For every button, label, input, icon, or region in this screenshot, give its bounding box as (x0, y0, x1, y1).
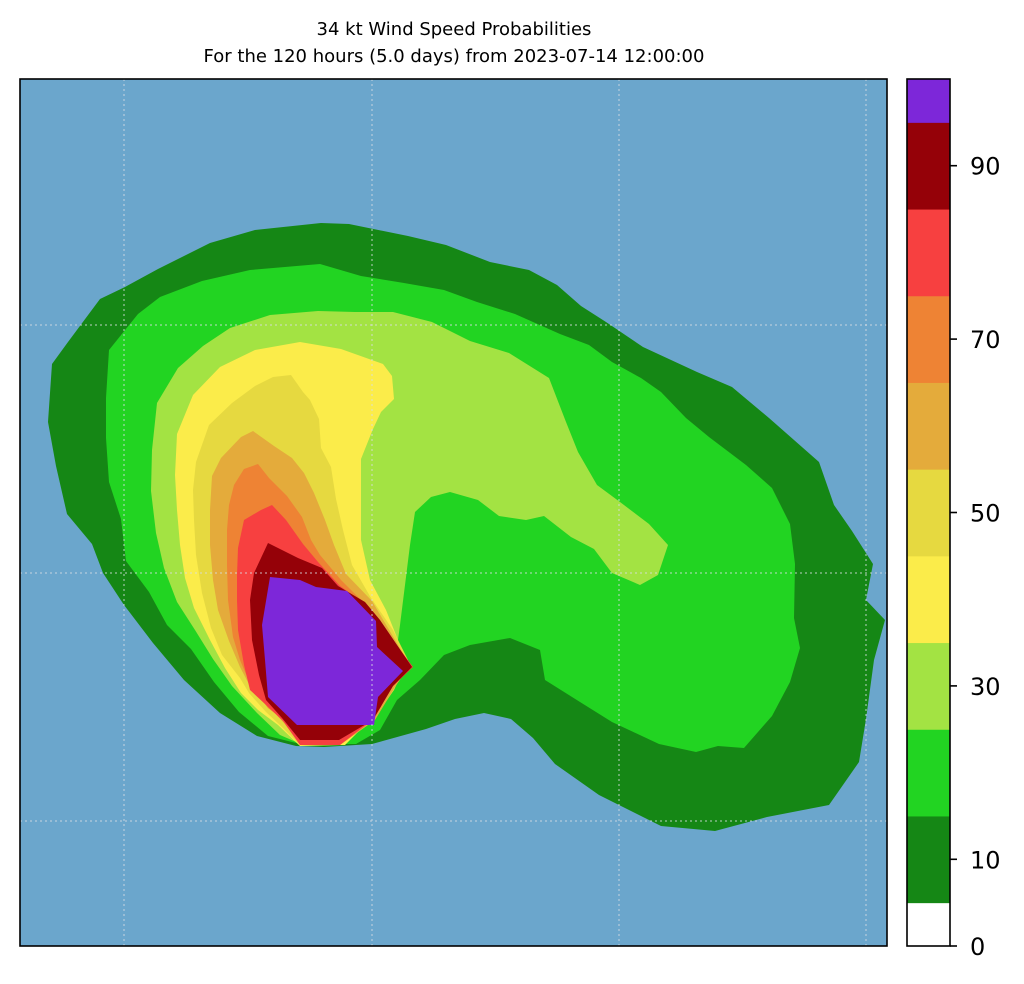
chart-title: 34 kt Wind Speed Probabilities (316, 19, 592, 40)
colorbar-tick-label-3: 50 (970, 500, 1001, 528)
colorbar-tick-label-2: 30 (970, 673, 1001, 701)
colorbar-segment-5 (907, 469, 950, 557)
colorbar-segment-0 (907, 902, 950, 947)
colorbar-segment-3 (907, 642, 950, 730)
colorbar-segment-9 (907, 122, 950, 210)
colorbar-segment-8 (907, 209, 950, 297)
colorbar-segment-4 (907, 555, 950, 644)
contour-layer (48, 223, 885, 831)
colorbar-tick-label-1: 10 (970, 846, 1001, 874)
contour-region-95 (262, 577, 403, 725)
colorbar-segment-6 (907, 382, 950, 470)
colorbar (907, 79, 950, 947)
colorbar-tick-label-0: 0 (970, 933, 985, 961)
colorbar-segment-10 (907, 79, 950, 123)
colorbar-segment-2 (907, 729, 950, 817)
colorbar-tick-label-4: 70 (970, 326, 1001, 354)
chart-subtitle: For the 120 hours (5.0 days) from 2023-0… (203, 46, 705, 67)
colorbar-segment-7 (907, 295, 950, 383)
colorbar-segment-1 (907, 815, 950, 904)
map-frame (19, 78, 888, 947)
colorbar-tick-label-5: 90 (970, 153, 1001, 181)
colorbar-ticks: 0 10 30 50 70 90 (950, 153, 1001, 961)
